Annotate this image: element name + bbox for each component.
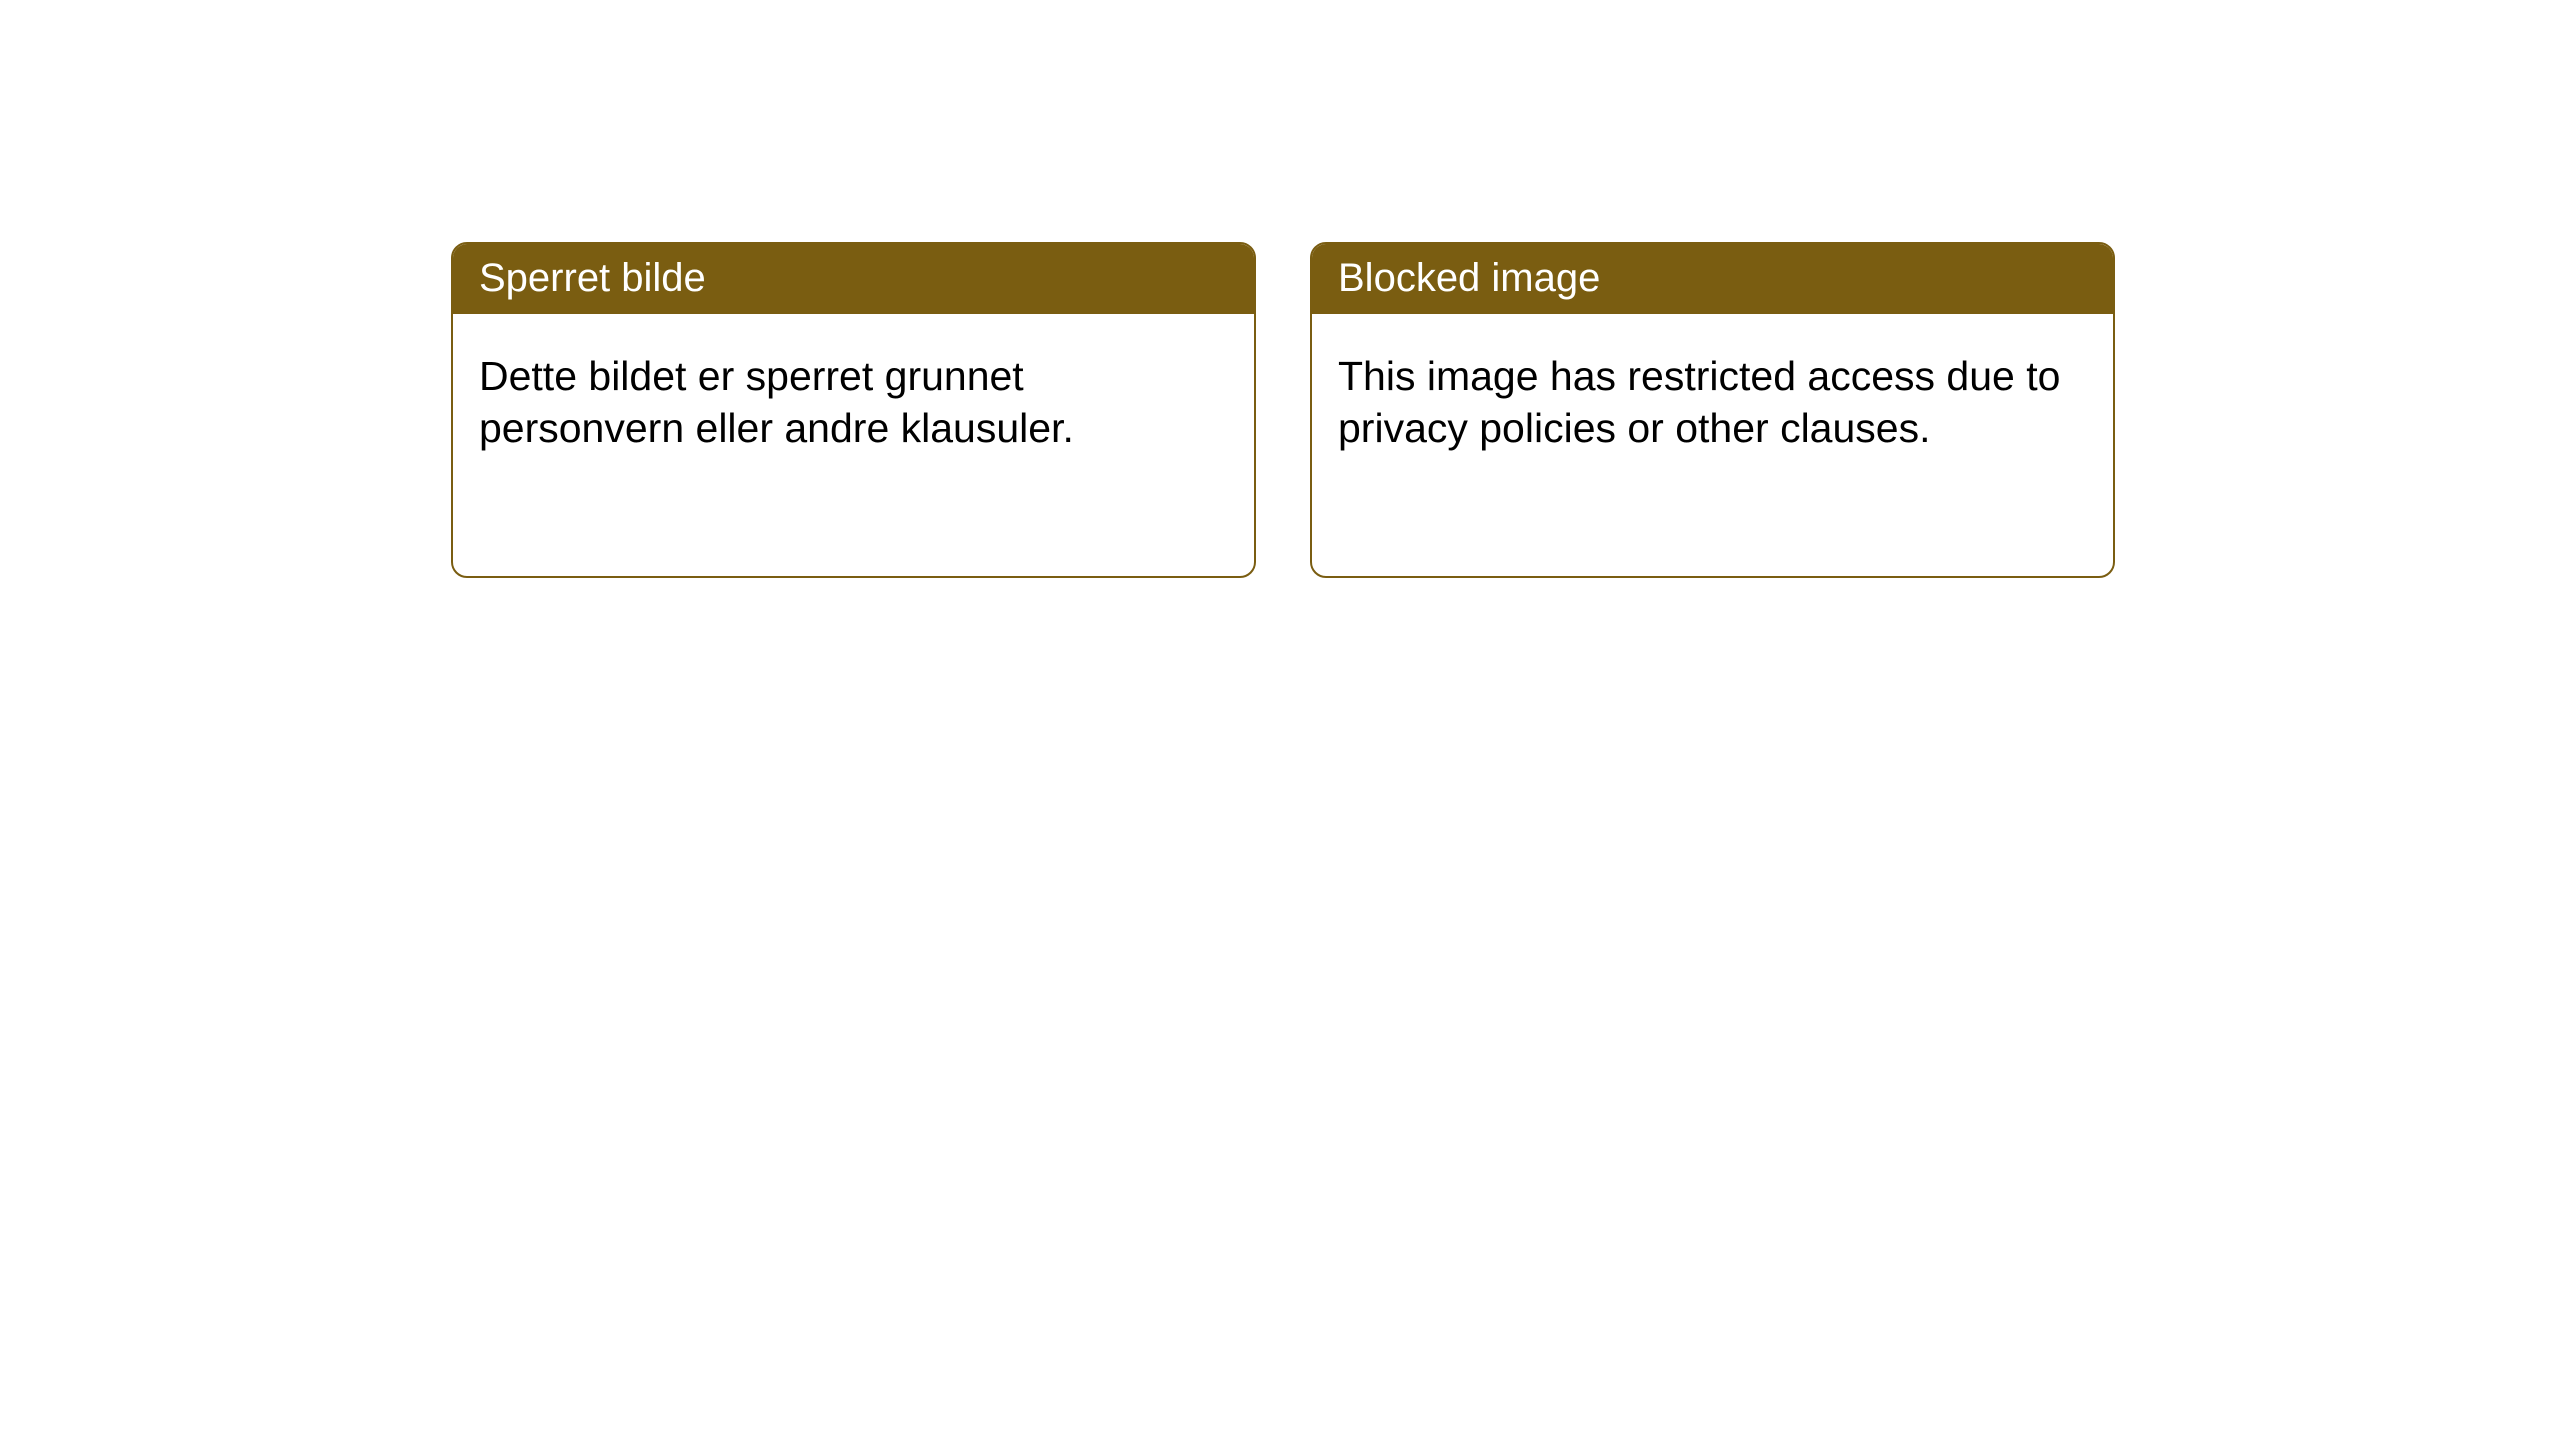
card-body-en: This image has restricted access due to … [1312,314,2113,491]
cards-container: Sperret bilde Dette bildet er sperret gr… [451,242,2560,578]
card-header-en: Blocked image [1312,244,2113,314]
blocked-image-card-en: Blocked image This image has restricted … [1310,242,2115,578]
blocked-image-card-no: Sperret bilde Dette bildet er sperret gr… [451,242,1256,578]
card-body-no: Dette bildet er sperret grunnet personve… [453,314,1254,491]
card-header-no: Sperret bilde [453,244,1254,314]
